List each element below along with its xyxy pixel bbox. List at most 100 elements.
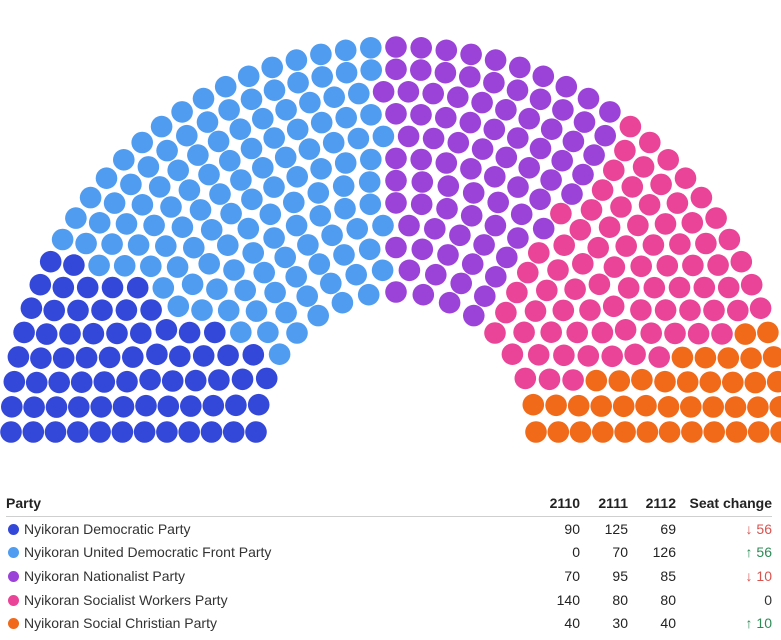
seat-dot (358, 171, 381, 193)
seat-dot (220, 202, 242, 225)
seat-dot (320, 272, 342, 295)
seat-dot (346, 218, 369, 240)
change-arrow-icon: ↑ (745, 615, 753, 632)
seat-dot (111, 421, 134, 443)
seat-dot (668, 276, 691, 299)
seat-dot (529, 137, 552, 160)
seat-dot (308, 253, 331, 275)
seat-dot (229, 118, 252, 140)
seat-dot (113, 254, 136, 277)
seat-dot (487, 191, 510, 214)
seat-dot (3, 370, 26, 393)
seat-dot (398, 259, 421, 282)
seat-dot (311, 66, 334, 88)
seat-dot (130, 322, 152, 345)
seats-2111: 30 (612, 615, 628, 632)
seat-dot (540, 321, 562, 344)
seat-dot (184, 369, 207, 392)
seat-dot (648, 346, 670, 368)
seat-dot (702, 396, 724, 418)
seat-dot (437, 175, 460, 197)
seat-dot (447, 86, 469, 108)
seat-dot (681, 212, 704, 234)
seat-dot (614, 421, 636, 443)
seat-dot (460, 43, 482, 66)
seat-dot (275, 99, 297, 121)
seat-dot (770, 421, 781, 443)
seat-dot (156, 139, 178, 162)
seat-dot (150, 115, 173, 138)
seat-dot (245, 300, 268, 322)
seat-dot (435, 106, 457, 129)
seat-dot (298, 138, 321, 160)
seat-dot (323, 86, 346, 108)
seat-dot (676, 371, 699, 393)
seat-dot (529, 88, 552, 111)
seat-dot (566, 321, 588, 344)
seat-dot (695, 232, 717, 255)
seat-dot (483, 71, 505, 94)
seat-dot (358, 238, 381, 261)
seat-dot (167, 159, 189, 182)
seat-dot (39, 250, 62, 273)
seat-dot (385, 103, 407, 125)
seat-dot (564, 278, 586, 301)
seat-dot (189, 199, 212, 221)
seat-dot (261, 56, 284, 79)
seat-dot (360, 59, 383, 81)
seat-dot (307, 182, 330, 204)
seat-dot (642, 234, 665, 256)
seat-dot (518, 157, 540, 179)
change-arrow-icon: ↓ (745, 567, 753, 584)
seat-dot (63, 254, 85, 276)
seat-dot (656, 254, 679, 277)
seat-dot (259, 203, 282, 226)
seat-change-column-header: Seat change (676, 494, 772, 517)
seat-dot (553, 344, 575, 367)
seat-dot (286, 118, 309, 141)
seat-dot (680, 396, 702, 418)
seat-dot (13, 321, 35, 344)
seat-dot (463, 304, 485, 327)
seat-dot (717, 347, 740, 369)
seat-dot (588, 273, 611, 296)
seat-dot (624, 343, 646, 366)
seat-dot (669, 233, 691, 255)
seat-dot (285, 266, 308, 288)
seat-dot (385, 36, 407, 58)
seat-dot (385, 147, 407, 170)
seat-dot (283, 191, 305, 214)
seat-dot (594, 124, 616, 147)
seat-dot (484, 49, 507, 71)
seat-dot (181, 273, 204, 296)
seats-2112: 85 (660, 567, 676, 584)
seat-dot (496, 246, 518, 269)
seat-dot (679, 299, 701, 322)
seat-dot (711, 323, 733, 345)
seat-dot (198, 163, 220, 186)
seat-dot (140, 255, 162, 278)
seat-dot (161, 370, 184, 392)
seats-2110: 140 (556, 591, 580, 608)
seat-dot (608, 370, 631, 392)
seat-dot (657, 396, 680, 418)
seat-dot (137, 156, 160, 178)
seat-dot (209, 183, 231, 205)
seat-dot (178, 179, 201, 201)
seat-dot (263, 79, 286, 101)
seat-dot (95, 167, 118, 189)
seat-dot (459, 111, 482, 134)
seat-dot (552, 299, 575, 322)
seat-dot (157, 395, 180, 418)
seat-dot (334, 152, 357, 174)
seat-dot (222, 421, 245, 443)
seat-dot (545, 394, 567, 417)
seat-dot (122, 346, 144, 368)
seat-dot (167, 295, 190, 318)
seat-dot (562, 369, 584, 391)
seat-dot (587, 236, 609, 259)
seat-dot (241, 188, 263, 211)
seat-dot (703, 299, 725, 322)
seat-dot (268, 343, 291, 366)
seat-dot (22, 421, 45, 443)
